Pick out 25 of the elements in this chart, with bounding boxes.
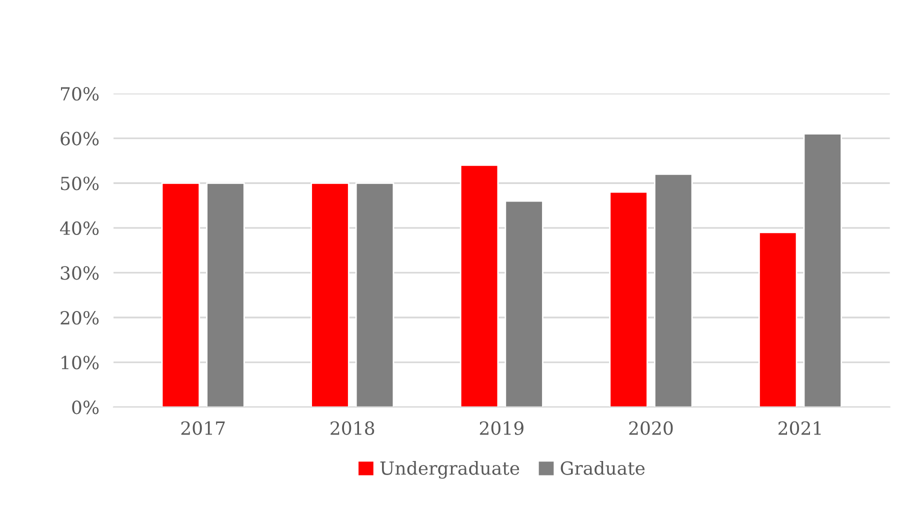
y-tick-label: 30% (60, 266, 99, 280)
y-tick-label: 60% (60, 132, 99, 146)
y-tick-label: 0% (72, 400, 99, 414)
legend-label: Graduate (560, 460, 645, 475)
bar (460, 164, 499, 408)
bar (355, 182, 394, 408)
x-tick-label: 2020 (629, 421, 673, 435)
x-tick-label: 2019 (480, 421, 524, 435)
legend-label: Undergraduate (380, 460, 520, 479)
y-tick-label: 50% (61, 176, 99, 190)
bar (310, 182, 350, 408)
bar (161, 182, 200, 408)
y-tick-label: 20% (60, 310, 99, 325)
y-tick-label: 70% (61, 87, 99, 101)
x-tick-label: 2017 (181, 421, 225, 435)
y-tick-label: 40% (60, 221, 99, 236)
bar (206, 182, 245, 408)
bar (758, 232, 798, 408)
bar (803, 133, 842, 408)
y-tick-label: 10% (62, 356, 99, 370)
x-tick-label: 2018 (330, 421, 374, 435)
bar (654, 173, 693, 408)
x-tick-label: 2021 (778, 421, 821, 435)
bar (504, 200, 544, 408)
bar (609, 191, 648, 408)
